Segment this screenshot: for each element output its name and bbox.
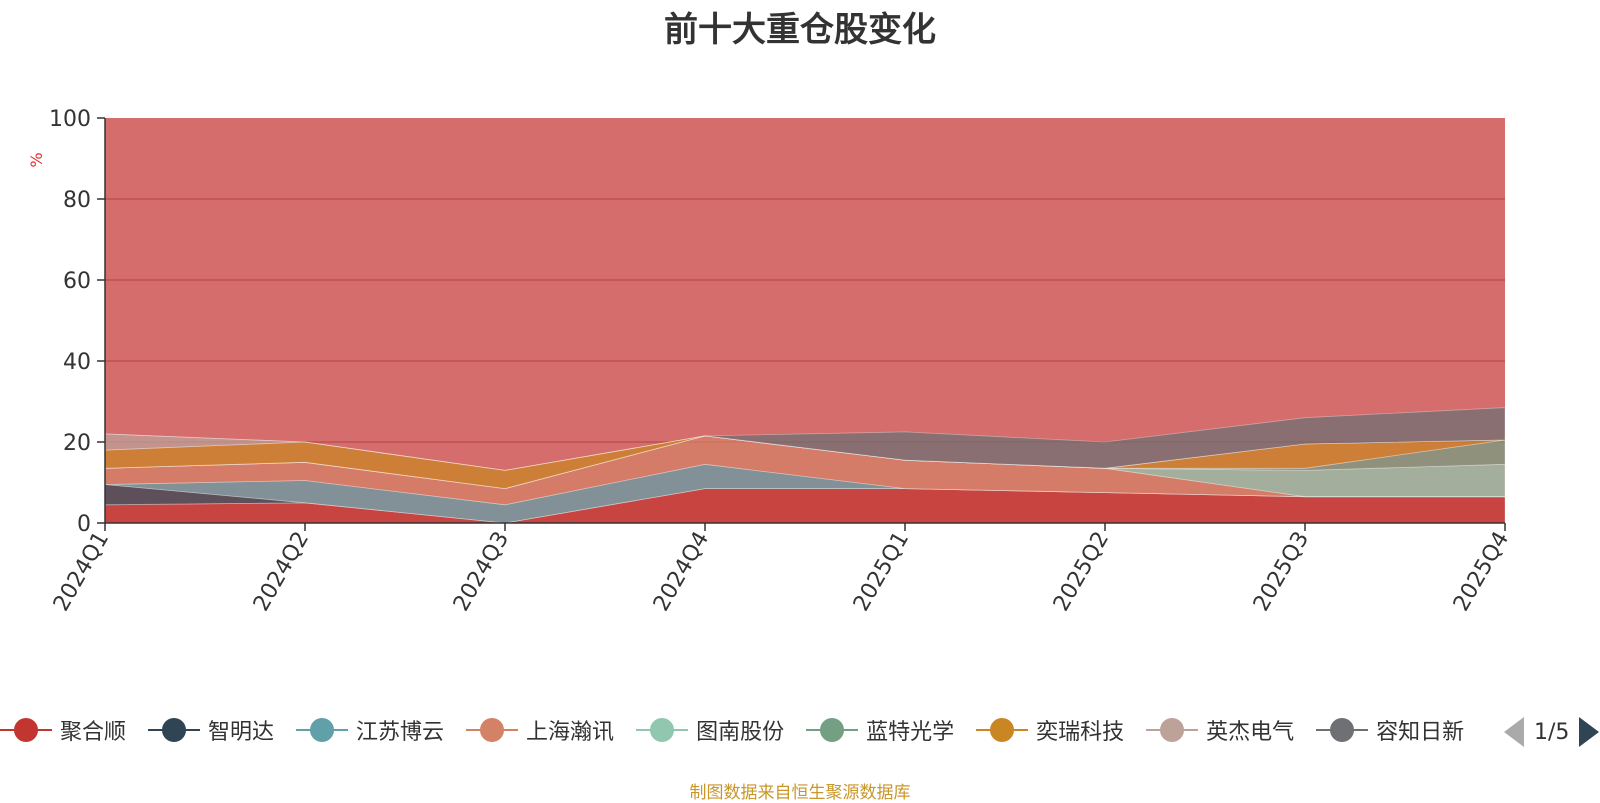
legend-marker-icon	[296, 718, 349, 742]
legend-label: 图南股份	[696, 720, 785, 745]
chart-title: 前十大重仓股变化	[664, 10, 936, 50]
stream-area-奕瑞科技[interactable]	[104, 435, 1506, 490]
legend-marker-icon	[0, 718, 52, 742]
stream-area-容知日新[interactable]	[104, 407, 1506, 471]
legend-page-indicator: 1/5	[1534, 719, 1570, 745]
legend-next-page-icon[interactable]	[1579, 717, 1600, 747]
legend-item[interactable]: 江苏博云	[296, 714, 444, 746]
legend-label: 英杰电气	[1206, 720, 1295, 745]
legend-marker-icon	[976, 718, 1029, 742]
stream-area-江苏博云[interactable]	[104, 463, 1505, 524]
x-tick-labels: 2024Q1 2024Q2 2024Q3 2024Q4 2025Q1 2025Q2 2025…	[49, 523, 1514, 616]
legend-label: 江苏博云	[356, 720, 445, 745]
y-tick-labels: 0 20 40 60 80 100	[49, 107, 105, 537]
legend-label: 智明达	[208, 720, 275, 745]
legend-item[interactable]: 上海瀚讯	[466, 714, 614, 746]
legend-item[interactable]: 容知日新	[1316, 714, 1464, 746]
y-tick-label: 60	[63, 269, 91, 294]
y-tick-label: 0	[77, 512, 91, 537]
legend-label: 聚合顺	[60, 720, 127, 745]
legend-items: 聚合顺 智明达 江苏博云 上海瀚讯 图南股份 蓝特光学 奕瑞科技 英杰电气 容知日新	[0, 712, 1480, 748]
x-tick-label: 2024Q4	[649, 528, 714, 616]
legend-marker-icon	[1316, 718, 1369, 742]
legend-prev-page-icon[interactable]	[1504, 717, 1524, 747]
legend-item[interactable]: 英杰电气	[1146, 714, 1294, 746]
legend-label: 容知日新	[1376, 720, 1465, 745]
source-note: 制图数据来自恒生聚源数据库	[689, 783, 911, 803]
legend: 聚合顺 智明达 江苏博云 上海瀚讯 图南股份 蓝特光学 奕瑞科技 英杰电气 容知日新 1/5	[0, 712, 1600, 752]
x-tick-label: 2024Q3	[449, 528, 514, 616]
legend-item[interactable]: 奕瑞科技	[976, 714, 1124, 746]
x-tick-label: 2025Q3	[1249, 528, 1314, 616]
y-tick-label: 100	[49, 107, 91, 132]
x-tick-label: 2025Q1	[849, 528, 914, 616]
y-tick-label: 20	[63, 431, 91, 456]
legend-label: 蓝特光学	[866, 720, 955, 745]
legend-marker-icon	[148, 718, 201, 742]
legend-item[interactable]: 蓝特光学	[806, 714, 954, 746]
y-axis-unit-label: %	[27, 152, 46, 167]
x-tick-label: 2024Q1	[49, 528, 114, 616]
legend-marker-icon	[636, 718, 689, 742]
legend-marker-icon	[806, 718, 859, 742]
legend-item[interactable]: 聚合顺	[0, 714, 126, 746]
x-tick-label: 2024Q2	[249, 528, 314, 616]
legend-marker-icon	[466, 718, 519, 742]
legend-viewport: 聚合顺 智明达 江苏博云 上海瀚讯 图南股份 蓝特光学 奕瑞科技 英杰电气 容知日新	[0, 712, 1480, 752]
x-tick-label: 2025Q2	[1049, 528, 1114, 616]
axes	[104, 118, 1505, 524]
y-tick-label: 80	[63, 188, 91, 213]
legend-marker-icon	[1146, 718, 1199, 742]
legend-pager: 1/5	[1500, 716, 1600, 748]
legend-item[interactable]: 智明达	[148, 714, 274, 746]
legend-item[interactable]: 图南股份	[636, 714, 784, 746]
legend-label: 奕瑞科技	[1036, 720, 1125, 745]
stream-areas	[104, 407, 1506, 524]
x-tick-label: 2025Q4	[1449, 528, 1514, 616]
legend-label: 上海瀚讯	[526, 720, 615, 745]
y-tick-label: 40	[63, 350, 91, 375]
